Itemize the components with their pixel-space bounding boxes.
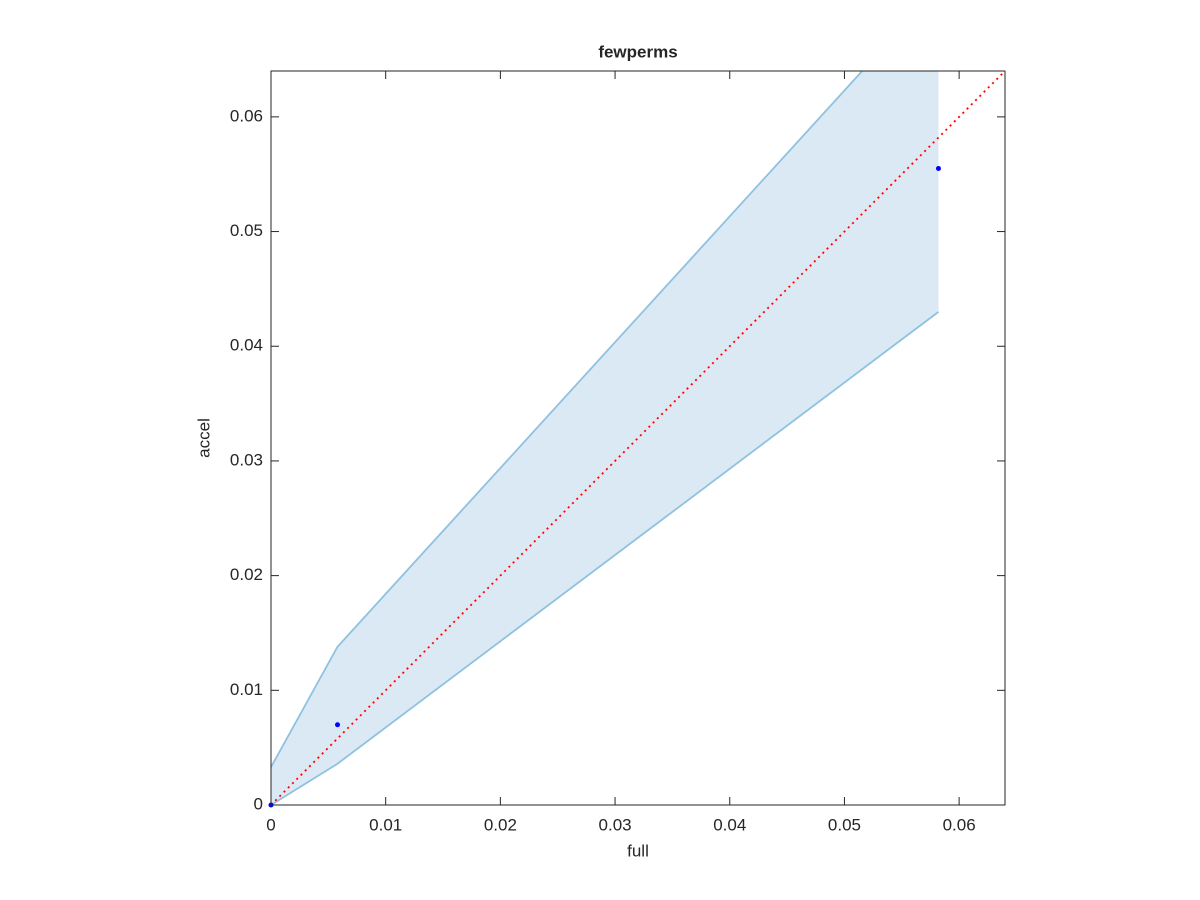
y-tick-label: 0.05 <box>230 221 263 240</box>
x-tick-label: 0 <box>266 815 275 834</box>
x-tick-label: 0.03 <box>599 815 632 834</box>
data-point <box>935 165 941 171</box>
y-tick-label: 0.03 <box>230 450 263 469</box>
x-tick-label: 0.01 <box>369 815 402 834</box>
band-upper-edge <box>271 71 864 768</box>
y-tick-label: 0.06 <box>230 106 263 125</box>
reference-line <box>271 71 1005 805</box>
x-tick-label: 0.06 <box>943 815 976 834</box>
band-lower-edge <box>271 311 940 805</box>
y-tick-label: 0 <box>254 794 263 813</box>
x-tick-label: 0.04 <box>713 815 746 834</box>
y-tick-label: 0.01 <box>230 680 263 699</box>
y-tick-label: 0.04 <box>230 336 263 355</box>
x-tick-label: 0.05 <box>828 815 861 834</box>
x-tick-label: 0.02 <box>484 815 517 834</box>
data-point <box>335 722 341 728</box>
y-tick-label: 0.02 <box>230 565 263 584</box>
chart-title: fewperms <box>598 42 677 61</box>
confidence-band <box>271 71 939 805</box>
x-axis-label: full <box>627 841 649 860</box>
plot-area <box>271 71 1005 805</box>
axes-box <box>270 70 1006 806</box>
y-axis-label: accel <box>194 418 213 458</box>
